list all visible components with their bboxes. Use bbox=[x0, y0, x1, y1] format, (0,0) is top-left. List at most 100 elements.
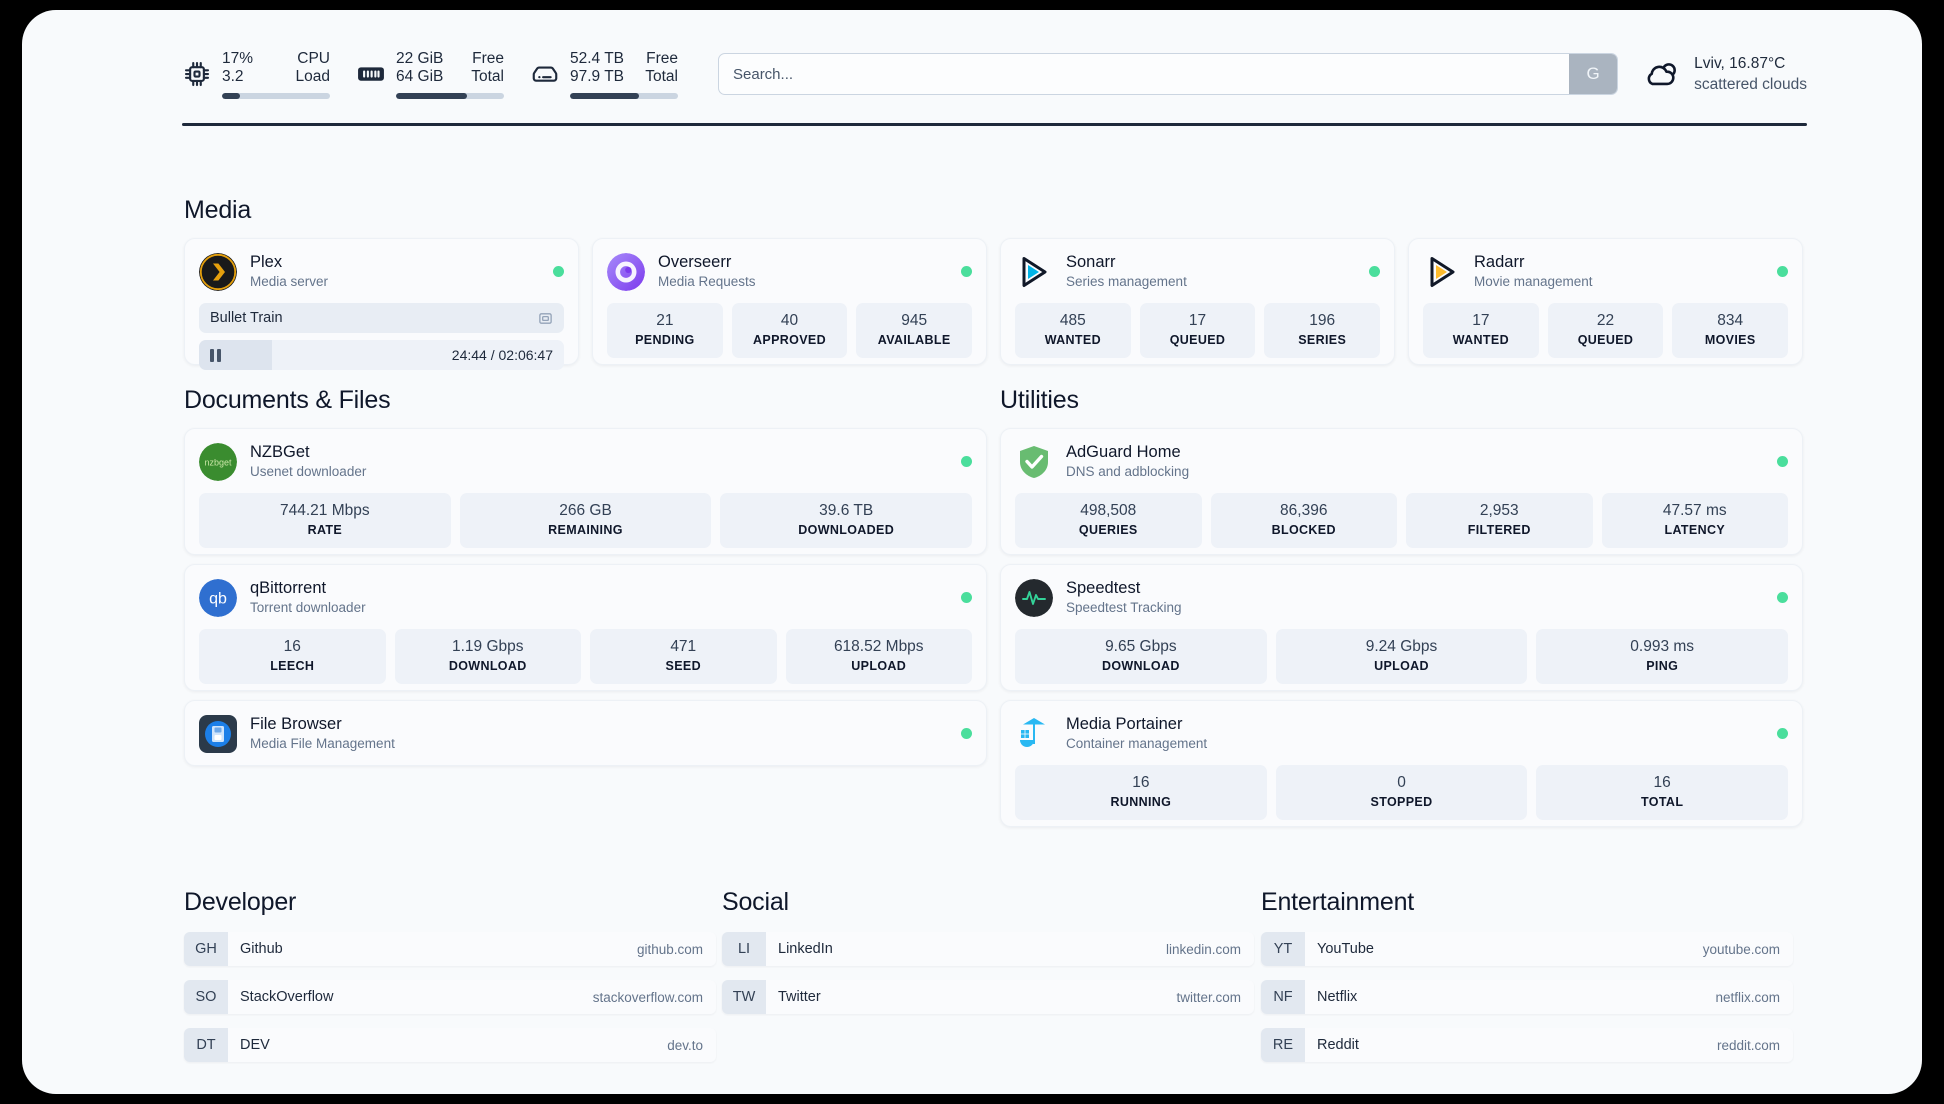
bookmark-youtube[interactable]: YT YouTube youtube.com bbox=[1261, 932, 1793, 966]
nzbget-icon: nzbget bbox=[199, 442, 237, 481]
plex-progress-bar[interactable]: 24:44 / 02:06:47 bbox=[199, 340, 564, 370]
cpu-load-value: 3.2 bbox=[222, 67, 244, 85]
bookmark-stackoverflow[interactable]: SO StackOverflow stackoverflow.com bbox=[184, 980, 716, 1014]
stat-value: 9.24 Gbps bbox=[1365, 638, 1438, 655]
bookmark-twitter[interactable]: TW Twitter twitter.com bbox=[722, 980, 1254, 1014]
overseerr-desc: Media Requests bbox=[658, 274, 756, 289]
service-card-nzbget[interactable]: nzbget NZBGet Usenet downloader 744.21 M… bbox=[184, 428, 987, 555]
sonarr-desc: Series management bbox=[1066, 274, 1187, 289]
portainer-name: Media Portainer bbox=[1066, 715, 1183, 733]
bookmark-abbr: NF bbox=[1261, 980, 1305, 1014]
stat-label: UPLOAD bbox=[1374, 659, 1429, 673]
cpu-usage-value: 17% bbox=[222, 49, 254, 67]
stat-available: 945 AVAILABLE bbox=[856, 303, 973, 358]
stat-label: LEECH bbox=[270, 659, 315, 673]
stat-label: TOTAL bbox=[1641, 795, 1684, 809]
overseerr-stats: 21 PENDING 40 APPROVED 945 AVAILABLE bbox=[607, 303, 973, 358]
stat-label: PENDING bbox=[635, 333, 695, 347]
speedtest-desc: Speedtest Tracking bbox=[1066, 600, 1182, 615]
disk-free-label: Free bbox=[646, 49, 678, 67]
nzbget-stats: 744.21 Mbps RATE 266 GB REMAINING 39.6 T… bbox=[199, 493, 973, 548]
stat-value: 21 bbox=[656, 312, 674, 329]
speedtest-stats: 9.65 Gbps DOWNLOAD 9.24 Gbps UPLOAD 0.99… bbox=[1015, 629, 1789, 684]
stat-approved: 40 APPROVED bbox=[731, 303, 848, 358]
bookmark-reddit[interactable]: RE Reddit reddit.com bbox=[1261, 1028, 1793, 1062]
stat-label: DOWNLOAD bbox=[1101, 659, 1180, 673]
stat-value: 17 bbox=[1472, 312, 1490, 329]
service-card-adguard[interactable]: AdGuard Home DNS and adblocking 498,508 … bbox=[1000, 428, 1803, 555]
bookmark-name: Netflix bbox=[1305, 980, 1716, 1014]
adguard-shield-icon bbox=[1015, 443, 1053, 481]
service-card-portainer[interactable]: Media Portainer Container management 16 … bbox=[1000, 700, 1803, 827]
stat-running: 16 RUNNING bbox=[1015, 765, 1267, 820]
bookmark-abbr: GH bbox=[184, 932, 228, 966]
bookmark-name: YouTube bbox=[1305, 932, 1703, 966]
qbittorrent-name: qBittorrent bbox=[250, 579, 327, 597]
google-search-button[interactable]: G bbox=[1569, 54, 1618, 94]
stat-label: APPROVED bbox=[753, 333, 826, 347]
bookmark-name: Twitter bbox=[766, 980, 1177, 1014]
disk-total-label: Total bbox=[645, 67, 678, 85]
service-card-overseerr[interactable]: Overseerr Media Requests 21 PENDING 40 A… bbox=[592, 238, 987, 365]
bookmark-host: github.com bbox=[636, 932, 716, 966]
service-card-speedtest[interactable]: Speedtest Speedtest Tracking 9.65 Gbps D… bbox=[1000, 564, 1803, 691]
qbittorrent-icon: qb bbox=[199, 578, 237, 617]
header-divider bbox=[182, 123, 1807, 126]
bookmark-name: LinkedIn bbox=[766, 932, 1166, 966]
cast-icon[interactable] bbox=[538, 311, 553, 326]
stat-value: 498,508 bbox=[1080, 502, 1137, 519]
overseerr-status-dot bbox=[961, 266, 972, 277]
radarr-stats: 17 WANTED 22 QUEUED 834 MOVIES bbox=[1423, 303, 1789, 358]
stat-wanted: 485 WANTED bbox=[1015, 303, 1131, 358]
pause-icon[interactable] bbox=[210, 348, 221, 362]
stat-label: MOVIES bbox=[1704, 333, 1756, 347]
bookmark-abbr: SO bbox=[184, 980, 228, 1014]
stat-value: 945 bbox=[901, 312, 928, 329]
service-card-qbittorrent[interactable]: qb qBittorrent Torrent downloader 16 LEE… bbox=[184, 564, 987, 691]
memory-free-label: Free bbox=[472, 49, 504, 67]
bookmark-github[interactable]: GH Github github.com bbox=[184, 932, 716, 966]
disk-progress-bar bbox=[570, 92, 678, 99]
sonarr-icon bbox=[1015, 253, 1053, 291]
stat-value: 0 bbox=[1397, 774, 1406, 791]
stat-label: AVAILABLE bbox=[877, 333, 951, 347]
service-card-plex[interactable]: Plex Media server Bullet Train 24:44 / 0… bbox=[184, 238, 579, 370]
bookmark-dev[interactable]: DT DEV dev.to bbox=[184, 1028, 716, 1062]
stat-latency: 47.57 ms LATENCY bbox=[1601, 493, 1788, 548]
stat-stopped: 0 STOPPED bbox=[1275, 765, 1528, 820]
stat-seed: 471 SEED bbox=[590, 629, 777, 684]
stat-value: 22 bbox=[1596, 312, 1615, 329]
stat-value: 618.52 Mbps bbox=[833, 638, 924, 655]
service-card-filebrowser[interactable]: File Browser Media File Management bbox=[184, 700, 987, 766]
search-input[interactable] bbox=[719, 54, 1570, 94]
stat-value: 471 bbox=[670, 638, 697, 655]
portainer-icon bbox=[1015, 715, 1053, 753]
speedtest-status-dot bbox=[1777, 592, 1788, 603]
bookmarks-title-entertainment: Entertainment bbox=[1261, 888, 1415, 916]
service-card-radarr[interactable]: Radarr Movie management 17 WANTED 22 QUE… bbox=[1408, 238, 1803, 365]
cloud-icon bbox=[1644, 57, 1682, 91]
plex-now-playing-title-row: Bullet Train bbox=[199, 303, 564, 333]
system-stat-cpu: 17% CPU 3.2 Load bbox=[182, 50, 330, 99]
bookmark-abbr: YT bbox=[1261, 932, 1305, 966]
stat-value: 0.993 ms bbox=[1630, 638, 1695, 655]
stat-ping: 0.993 ms PING bbox=[1536, 629, 1789, 684]
qbittorrent-desc: Torrent downloader bbox=[250, 600, 366, 615]
bookmark-linkedin[interactable]: LI LinkedIn linkedin.com bbox=[722, 932, 1254, 966]
plex-icon bbox=[199, 252, 237, 291]
stat-label: PING bbox=[1646, 659, 1679, 673]
filebrowser-name: File Browser bbox=[250, 715, 342, 733]
stat-series: 196 SERIES bbox=[1264, 303, 1381, 358]
portainer-status-dot bbox=[1777, 728, 1788, 739]
stat-download: 9.65 Gbps DOWNLOAD bbox=[1015, 629, 1267, 684]
search-bar[interactable]: G bbox=[718, 53, 1619, 95]
bookmark-netflix[interactable]: NF Netflix netflix.com bbox=[1261, 980, 1793, 1014]
bookmark-host: stackoverflow.com bbox=[592, 980, 716, 1014]
stat-value: 485 bbox=[1059, 312, 1086, 329]
stat-download: 1.19 Gbps DOWNLOAD bbox=[394, 629, 581, 684]
stat-label: RUNNING bbox=[1110, 795, 1172, 809]
service-card-sonarr[interactable]: Sonarr Series management 485 WANTED 17 Q… bbox=[1000, 238, 1395, 365]
stat-value: 16 bbox=[283, 638, 301, 655]
stat-label: LATENCY bbox=[1664, 523, 1726, 537]
memory-total-value: 64 GiB bbox=[396, 67, 444, 85]
